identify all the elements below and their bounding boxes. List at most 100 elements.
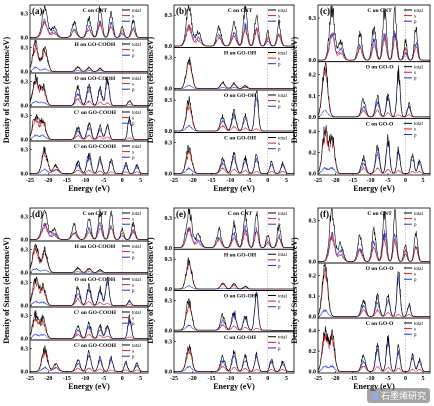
x-tick-label: -10	[226, 376, 234, 382]
legend-label-p: p	[132, 156, 135, 161]
y-axis-label: Density of States (electrons/eV)	[146, 37, 155, 144]
y-tick-label: 0.2	[309, 274, 317, 280]
legend-label-total: total	[132, 344, 141, 349]
x-tick-label: 5	[139, 178, 142, 184]
y-tick-label: 0.0	[21, 104, 29, 110]
subplot-title: H on GO-COOH	[75, 244, 116, 250]
legend-label-p: p	[414, 77, 417, 82]
legend-label-p: p	[132, 289, 135, 294]
x-tick-label: -5	[101, 376, 106, 382]
x-tick-label: 5	[422, 376, 425, 382]
legend-label-s: s	[414, 217, 416, 222]
subplot-title: H on GO-COOH	[75, 42, 116, 48]
x-tick-label: -25	[314, 376, 322, 382]
y-tick-label: 0.0	[165, 287, 173, 293]
y-tick-label: 0.1	[309, 94, 317, 100]
y-tick-label: 0.0	[165, 44, 173, 50]
y-tick-label: 0.0	[309, 58, 317, 64]
y-tick-label: 0.0	[21, 238, 29, 244]
legend-label-p: p	[278, 264, 281, 269]
x-axis-label: Energy (eV)	[213, 184, 255, 193]
panel-letter: (f)	[320, 209, 329, 219]
y-tick-label: 0.0	[309, 315, 317, 321]
series-p	[29, 267, 148, 273]
series-total	[174, 257, 294, 290]
subplot-title: H on GO-OH	[224, 51, 257, 57]
x-tick-label: -25	[26, 376, 34, 382]
legend-label-p: p	[278, 105, 281, 110]
legend-label-p: p	[132, 20, 135, 25]
legend-label-total: total	[414, 212, 423, 217]
y-tick-label: 0.3	[165, 298, 173, 304]
y-tick-label: 0.4	[309, 329, 317, 335]
series-s	[30, 223, 148, 240]
legend-label-total: total	[414, 65, 423, 70]
x-tick-label: -25	[170, 376, 178, 382]
series-total	[30, 208, 148, 240]
series-total	[29, 310, 148, 339]
x-axis-label: Energy (eV)	[353, 184, 395, 193]
x-tick-label: 5	[139, 376, 142, 382]
y-tick-label: 0.3	[21, 280, 29, 286]
subplot-title: C on CNT	[228, 8, 253, 14]
x-tick-label: 0	[266, 376, 269, 382]
y-tick-label: 0.3	[165, 141, 173, 147]
x-tick-label: 0	[121, 178, 124, 184]
legend-label-total: total	[414, 122, 423, 127]
series-s	[30, 151, 148, 174]
series-s	[174, 24, 294, 47]
series-total	[29, 276, 148, 306]
y-tick-label: 0.0	[309, 370, 317, 376]
series-total	[317, 62, 430, 118]
legend-label-total: total	[278, 212, 287, 217]
x-tick-label: 5	[422, 178, 425, 184]
y-tick-label: 0.3	[165, 98, 173, 104]
y-tick-label: 0.0	[309, 172, 317, 178]
y-tick-label: 0.3	[21, 114, 29, 120]
legend-label-total: total	[278, 136, 287, 141]
series-s	[174, 348, 294, 372]
y-tick-label: 0.3	[21, 80, 29, 86]
y-tick-label: 0.0	[21, 370, 29, 376]
panel-letter: (b)	[176, 6, 187, 16]
series-total	[174, 293, 294, 331]
y-axis-label: Density of States (electrons/eV)	[2, 237, 11, 344]
legend-label-s: s	[132, 14, 134, 19]
x-axis-label: Energy (eV)	[68, 184, 110, 193]
x-tick-label: -10	[367, 178, 375, 184]
y-axis-label: Density of States (electrons/eV)	[290, 37, 299, 144]
legend-label-s: s	[278, 99, 280, 104]
wechat-icon	[370, 392, 379, 400]
legend-label-s: s	[414, 128, 416, 133]
y-tick-label: 0.1	[309, 294, 317, 300]
series-s	[174, 61, 294, 89]
legend-label-p: p	[278, 63, 281, 68]
subplot-frame	[317, 317, 431, 374]
legend-label-s: s	[132, 150, 134, 155]
legend-label-total: total	[278, 94, 287, 99]
series-total	[174, 56, 294, 89]
legend-label-total: total	[278, 294, 287, 299]
subplot-frame	[173, 132, 295, 176]
subplot-title: O on GO-COOH	[75, 76, 116, 82]
legend-label-p: p	[132, 88, 135, 93]
legend-label-p: p	[132, 355, 135, 360]
subplot-title: C¹ on GO-COOH	[74, 310, 117, 316]
series-total	[317, 125, 430, 174]
legend-label-p: p	[414, 278, 417, 283]
subplot-title: C on CNT	[83, 211, 108, 217]
watermark-text: 石墨烯研究	[380, 391, 426, 401]
y-tick-label: 0.3	[21, 247, 29, 253]
series-p	[174, 285, 294, 290]
x-tick-label: -5	[386, 178, 391, 184]
y-axis-label: Density of States (electrons/eV)	[290, 237, 299, 344]
watermark: 石墨烯研究	[366, 388, 430, 403]
legend-label-s: s	[132, 48, 134, 53]
